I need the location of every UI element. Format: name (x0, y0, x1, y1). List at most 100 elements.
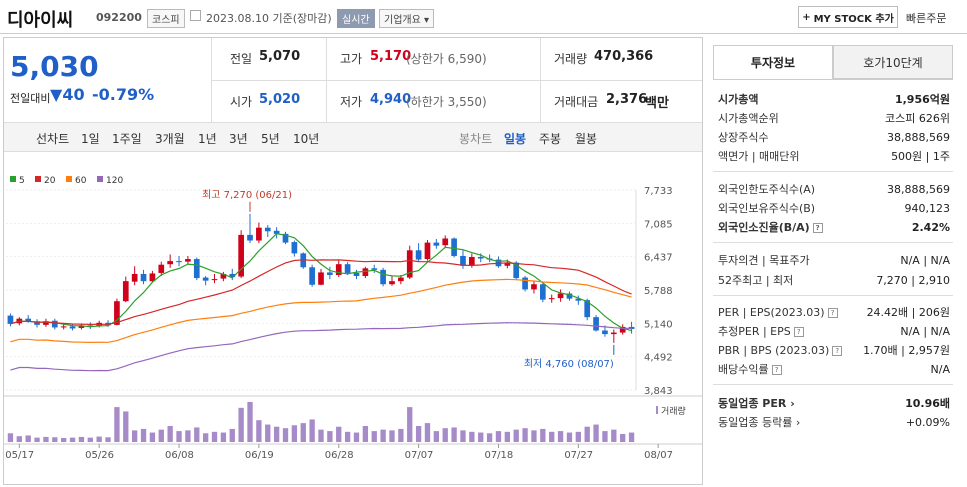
volume-bar (584, 426, 590, 442)
opinion-label: 투자의견 | 목표주가 (718, 254, 810, 267)
candle-body (78, 325, 85, 328)
period-3y[interactable]: 3년 (229, 132, 248, 146)
volume-bar (522, 428, 528, 442)
candle-body (575, 298, 582, 301)
volume-bar (34, 437, 40, 442)
x-axis: 05/17 05/26 06/08 06/19 06/28 07/07 07/18 07/27… (5, 444, 673, 461)
foreign-hold-label: 외국인보유주식수(B) (718, 202, 816, 215)
candle-body (539, 284, 546, 300)
volume-bar (424, 423, 431, 442)
divider (713, 79, 953, 80)
volume-bar (451, 427, 457, 442)
candle-body (566, 293, 573, 299)
candle-body (380, 269, 386, 285)
amount-label: 거래대금 (554, 95, 599, 109)
tab-invest-info[interactable]: 투자정보 (713, 45, 833, 79)
volume-bar (318, 429, 324, 442)
prev-close-label: 전일 (230, 52, 253, 66)
candle-body (193, 259, 200, 279)
volume-bar (194, 427, 200, 442)
candle-body (610, 332, 617, 335)
volume-bar (602, 431, 608, 442)
volume-bar (336, 426, 342, 442)
dividend-value: N/A (930, 362, 950, 376)
period-1w[interactable]: 1주일 (112, 132, 142, 146)
legend-swatch (66, 176, 72, 182)
divider (211, 38, 212, 122)
add-mystock-label: MY STOCK 추가 (813, 13, 894, 25)
x-tick-label: 08/07 (644, 450, 673, 461)
volume-bar (407, 407, 413, 442)
volume-bar (114, 407, 120, 442)
candle-monthly[interactable]: 월봉 (575, 132, 598, 146)
candle-body (602, 330, 608, 335)
market-cap-rank-label[interactable]: 시가총액순위 (718, 112, 779, 125)
y-axis: 7,733 7,085 6,437 5,788 5,140 4,492 3,843 (644, 186, 673, 397)
period-3m[interactable]: 3개월 (155, 132, 185, 146)
period-1y[interactable]: 1년 (198, 132, 217, 146)
low-annotation: 최저 4,760 (08/07) (524, 358, 614, 370)
candle-body (548, 298, 555, 300)
volume-bar (469, 431, 475, 442)
help-icon[interactable]: ? (793, 327, 804, 337)
line-chart-label[interactable]: 선차트 (36, 132, 70, 146)
foreign-hold-value: 940,123 (904, 201, 951, 215)
candle-body (522, 277, 528, 290)
volume-bar (309, 419, 315, 442)
period-10y[interactable]: 10년 (293, 132, 320, 146)
x-tick-label: 05/17 (5, 450, 34, 461)
lower-limit: (하한가 3,550) (406, 95, 487, 109)
candle-body (122, 281, 129, 302)
legend-label: 120 (106, 176, 123, 186)
foreign-ratio-label: 외국인소진율(B/A) (718, 221, 810, 234)
x-tick-label: 06/19 (245, 450, 274, 461)
quick-order-button[interactable]: 빠른주문 (906, 12, 947, 25)
divider (212, 80, 702, 81)
candle-body (442, 238, 449, 246)
divider (713, 384, 953, 385)
add-mystock-button[interactable]: + MY STOCK 추가 (798, 6, 898, 28)
volume-bar (43, 436, 49, 442)
candle-chart-label[interactable]: 봉차트 (459, 132, 493, 146)
tab-orderbook[interactable]: 호가10단계 (833, 45, 953, 79)
period-1d[interactable]: 1일 (81, 132, 100, 146)
volume-bar (202, 433, 209, 442)
legend-swatch (97, 176, 103, 182)
legend-label: 5 (19, 176, 25, 186)
help-icon[interactable]: ? (827, 307, 838, 318)
industry-rate-label[interactable]: 동일업종 등락률 (718, 416, 793, 429)
candle-body (593, 317, 599, 331)
candle-body (389, 281, 395, 285)
foreign-limit-label: 외국인한도주식수(A) (718, 183, 816, 196)
volume-bar (291, 425, 298, 442)
upper-limit: (상한가 6,590) (406, 52, 487, 66)
candle-daily[interactable]: 일봉 (504, 132, 527, 146)
candle-body (433, 242, 440, 246)
candle-body (282, 233, 289, 243)
candle-body (167, 261, 173, 265)
company-info-dropdown[interactable]: 기업개요 ▾ (379, 9, 435, 28)
legend-swatch (10, 176, 16, 182)
foreign-limit-value: 38,888,569 (887, 182, 950, 196)
change-label: 전일대비 (10, 92, 51, 105)
stock-code: 092200 (96, 11, 142, 24)
opinion-value: N/A | N/A (900, 253, 950, 267)
help-icon[interactable]: ? (771, 365, 782, 375)
industry-per-label[interactable]: 동일업종 PER (718, 397, 787, 410)
candle-body (557, 293, 564, 299)
help-icon[interactable]: ? (812, 223, 823, 233)
candle-body (25, 318, 32, 322)
volume-bar (238, 407, 244, 442)
volume-legend-swatch (656, 406, 658, 414)
help-icon[interactable]: ? (832, 345, 843, 356)
live-button[interactable]: 실시간 (337, 9, 375, 28)
volume-bar (273, 426, 280, 442)
candle-weekly[interactable]: 주봉 (539, 132, 562, 146)
volume-bar (398, 428, 404, 442)
chart-panel (3, 37, 703, 485)
stock-chart: 5 20 60 120 7,733 7,085 6,437 5,788 5,140 4,492 3… (4, 176, 702, 461)
est-per-row: 추정PER | EPS? N/A | N/A (718, 322, 950, 340)
volume-bar (478, 432, 484, 442)
period-5y[interactable]: 5년 (261, 132, 280, 146)
divider (713, 171, 953, 172)
